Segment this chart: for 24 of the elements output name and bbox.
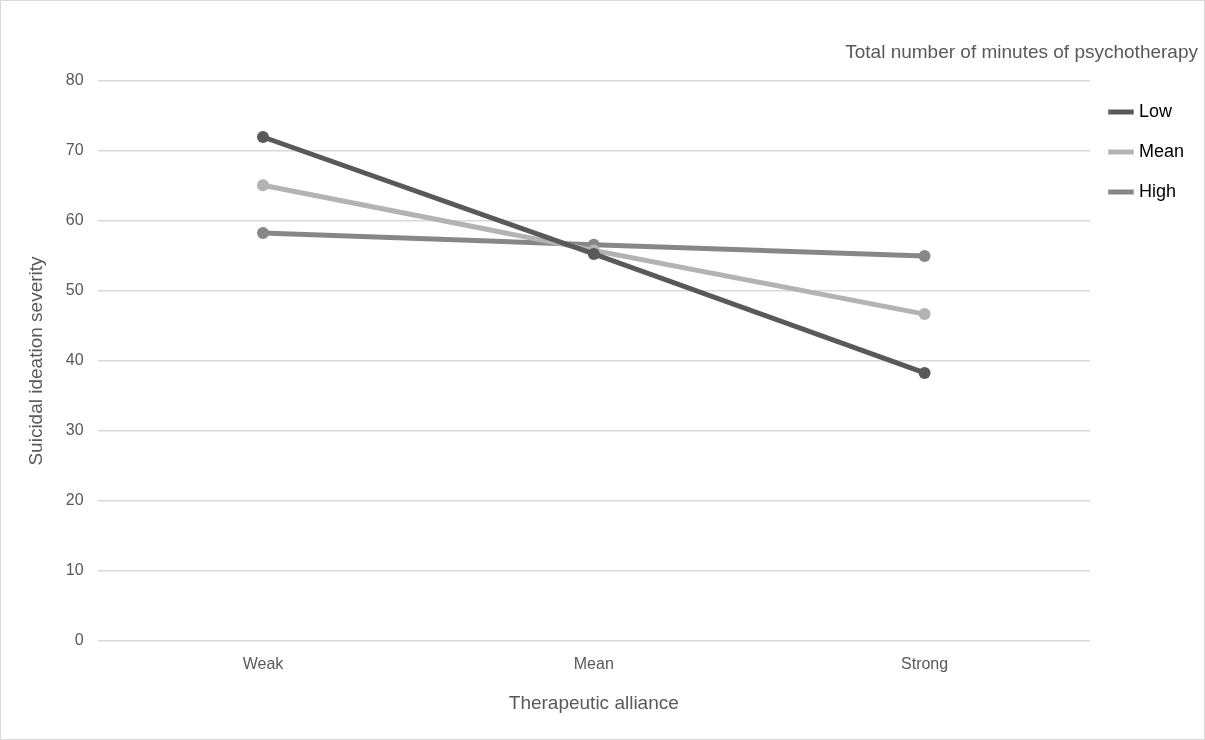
x-tick-label: Strong xyxy=(901,655,949,673)
point xyxy=(918,250,931,262)
x-tick-label: Mean xyxy=(573,655,614,673)
point xyxy=(918,308,931,321)
y-tick-label: 40 xyxy=(65,351,84,369)
point xyxy=(918,366,931,379)
y-tick-label: 20 xyxy=(65,491,84,509)
legend-label: Mean xyxy=(1138,140,1184,161)
y-tick-label: 80 xyxy=(65,71,84,89)
y-tick-label: 50 xyxy=(65,281,84,299)
legend-label: High xyxy=(1138,180,1176,201)
x-axis-title: Therapeutic alliance xyxy=(508,691,679,713)
y-tick-label: 70 xyxy=(65,141,84,159)
legend-label: Low xyxy=(1138,100,1173,121)
y-axis-title: Suicidal ideation severity xyxy=(24,255,46,466)
y-tick-label: 0 xyxy=(74,631,84,649)
legend-title: Total number of minutes of psychotherapy xyxy=(845,41,1198,63)
y-tick-label: 10 xyxy=(65,561,84,579)
x-tick-label: Weak xyxy=(242,655,285,673)
point xyxy=(256,179,269,192)
point xyxy=(256,226,269,239)
point xyxy=(256,131,269,143)
y-tick-label: 30 xyxy=(65,421,84,439)
y-tick-label: 60 xyxy=(65,211,84,229)
